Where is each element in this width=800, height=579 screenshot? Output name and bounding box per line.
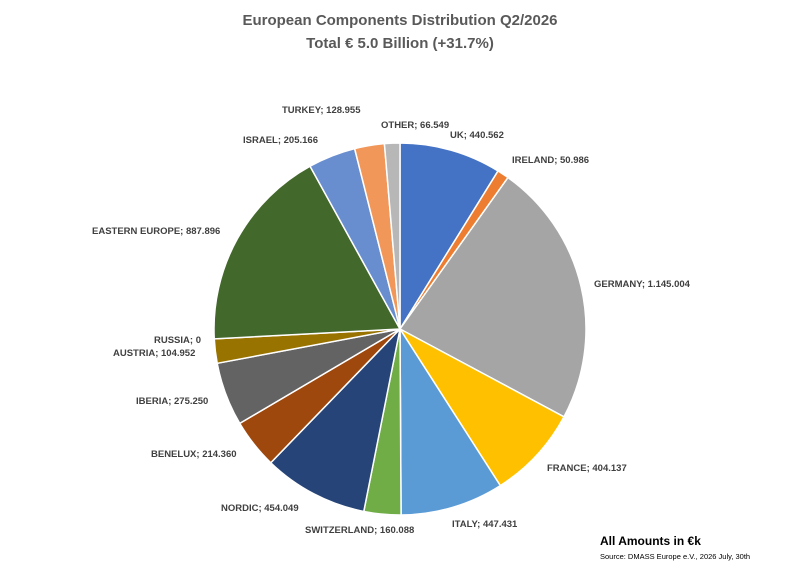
amounts-unit-note: All Amounts in €k [600, 534, 701, 548]
pie-slice-other [383, 142, 401, 330]
slice-label-israel: ISRAEL; 205.166 [243, 135, 318, 146]
pie-slice-italy [399, 326, 502, 516]
pie-slice-france [397, 326, 565, 487]
slice-label-nordic: NORDIC; 454.049 [221, 503, 299, 514]
slice-label-iberia: IBERIA; 275.250 [136, 396, 208, 407]
chart-title: European Components Distribution Q2/2026 [242, 12, 558, 29]
slice-label-russia: RUSSIA; 0 [154, 335, 201, 346]
slice-label-benelux: BENELUX; 214.360 [151, 449, 237, 460]
slice-label-germany: GERMANY; 1.145.004 [594, 279, 691, 290]
pie-slice-uk [399, 142, 500, 332]
slice-label-eastern-europe: EASTERN EUROPE; 887.896 [92, 226, 220, 237]
pie-slice-nordic [269, 326, 402, 513]
slice-label-france: FRANCE; 404.137 [547, 463, 627, 474]
slice-label-ireland: IRELAND; 50.986 [512, 155, 589, 166]
slice-label-austria: AUSTRIA; 104.952 [113, 348, 195, 359]
slice-label-turkey: TURKEY; 128.955 [282, 105, 361, 116]
pie-slice-eastern-europe [213, 165, 402, 340]
source-note: Source: DMASS Europe e.V., 2026 July, 30… [600, 552, 751, 561]
slice-label-other: OTHER; 66.549 [381, 120, 449, 131]
slice-label-switzerland: SWITZERLAND; 160.088 [305, 525, 414, 536]
slice-label-uk: UK; 440.562 [450, 130, 504, 141]
slice-label-italy: ITALY; 447.431 [452, 519, 518, 530]
pie-slice-germany [398, 176, 587, 418]
chart-subtitle: Total € 5.0 Billion (+31.7%) [306, 35, 494, 52]
